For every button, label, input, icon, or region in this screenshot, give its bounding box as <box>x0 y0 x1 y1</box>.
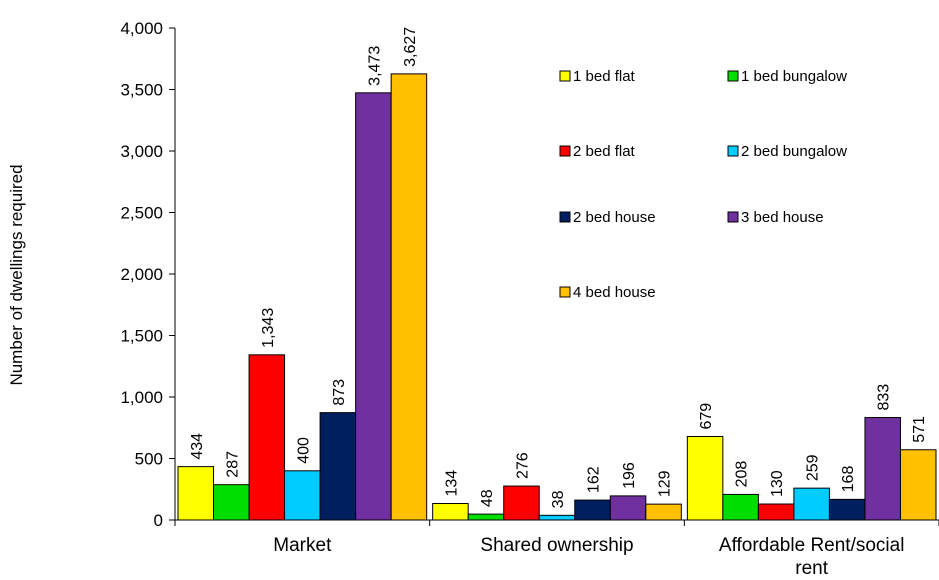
value-labels: 434 134 679 287 48 208 1,343 276 130 400 38 259 873 1… <box>189 27 928 509</box>
bar <box>284 470 321 521</box>
data-label: 833 <box>876 384 893 411</box>
bar <box>390 73 428 521</box>
bar <box>722 493 759 521</box>
category-label-line2: rent <box>795 558 828 579</box>
y-tick-label: 3,500 <box>120 81 163 100</box>
y-tick-label: 3,000 <box>120 142 163 161</box>
data-label: 196 <box>621 462 638 489</box>
bar <box>467 513 505 521</box>
y-tick-label: 1,500 <box>120 327 163 346</box>
legend-label: 4 bed house <box>573 284 656 301</box>
bar <box>574 499 611 521</box>
legend-swatch <box>559 70 571 82</box>
data-label: 162 <box>586 466 603 493</box>
data-label: 129 <box>657 470 674 497</box>
bar <box>248 354 286 521</box>
legend-label: 2 bed flat <box>573 143 636 160</box>
legend-swatch <box>727 211 739 223</box>
data-label: 134 <box>443 470 460 497</box>
y-tick-label: 1,000 <box>120 388 163 407</box>
y-axis-title: Number of dwellings required <box>7 164 26 385</box>
data-label: 276 <box>514 452 531 479</box>
bar <box>213 484 250 521</box>
data-label: 434 <box>189 433 206 460</box>
bar <box>757 503 795 521</box>
legend-swatch <box>559 145 571 157</box>
y-tick-label: 4,000 <box>120 19 163 38</box>
legend-label: 2 bed house <box>573 209 656 226</box>
data-label: 873 <box>331 379 348 406</box>
legend-label: 1 bed bungalow <box>741 68 847 85</box>
category-label: Affordable Rent/social <box>719 535 905 556</box>
y-tick-label: 500 <box>135 450 163 469</box>
bar <box>355 92 392 521</box>
legend-swatch <box>559 286 571 298</box>
data-label: 679 <box>698 403 715 430</box>
bar <box>686 435 724 521</box>
category-label: Shared ownership <box>480 535 633 556</box>
data-label: 259 <box>805 454 822 481</box>
bar <box>319 412 357 521</box>
data-label: 130 <box>769 470 786 497</box>
bar <box>432 503 469 521</box>
y-tick-label: 2,000 <box>120 265 163 284</box>
legend-swatch <box>727 145 739 157</box>
bar <box>645 503 682 521</box>
bars <box>177 73 937 521</box>
bar <box>899 449 937 521</box>
bar <box>793 487 830 521</box>
data-label: 400 <box>295 437 312 464</box>
data-label: 287 <box>224 451 241 478</box>
y-tick-label: 0 <box>154 511 163 530</box>
data-label: 3,473 <box>366 46 383 86</box>
data-label: 38 <box>550 490 567 508</box>
bar <box>177 466 215 521</box>
bar <box>864 417 901 521</box>
data-label: 1,343 <box>260 308 277 348</box>
bar <box>609 495 647 521</box>
category-label: Market <box>273 535 332 556</box>
legend-swatch <box>559 211 571 223</box>
legend-label: 1 bed flat <box>573 68 636 85</box>
bar <box>538 514 576 521</box>
bar <box>503 485 540 521</box>
legend-swatch <box>727 70 739 82</box>
data-label: 168 <box>840 466 857 493</box>
legend-label: 3 bed house <box>741 209 824 226</box>
data-label: 571 <box>911 416 928 443</box>
x-axis: Market Shared ownership Affordable Rent/so… <box>174 519 939 579</box>
y-tick-label: 2,500 <box>120 204 163 223</box>
legend-label: 2 bed bungalow <box>741 143 847 160</box>
legend: 1 bed flat 1 bed bungalow 2 bed flat 2 bed … <box>559 68 847 301</box>
data-label: 208 <box>734 461 751 488</box>
data-label: 3,627 <box>402 27 419 67</box>
bar <box>828 498 866 521</box>
y-axis: 0 500 1,000 1,500 2,000 2,500 3,000 3,500 4,000 <box>120 19 176 530</box>
data-label: 48 <box>479 489 496 507</box>
